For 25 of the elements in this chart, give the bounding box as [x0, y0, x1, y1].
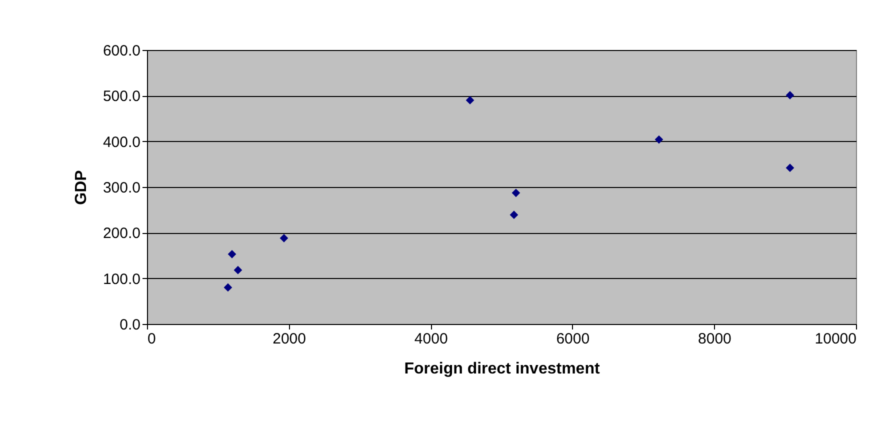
y-tick-label: 400.0: [102, 134, 140, 151]
x-tick-label: 4000: [414, 330, 448, 348]
point: [234, 266, 242, 274]
y-tick-label: 0.0: [120, 316, 140, 334]
point: [224, 283, 232, 292]
point: [786, 91, 794, 100]
x-tick-label: 10000: [814, 330, 856, 348]
point: [786, 164, 794, 172]
point: [228, 250, 236, 258]
x-tick-label: 2000: [272, 330, 306, 348]
point: [512, 188, 520, 198]
y-axis-title: GDP: [72, 170, 90, 205]
y-tick-label: 500.0: [102, 88, 140, 106]
point: [466, 96, 474, 104]
y-tick-label: 200.0: [102, 225, 140, 242]
point: [280, 234, 288, 242]
x-axis-title: Foreign direct investment: [404, 360, 600, 378]
x-tick-label: 6000: [556, 330, 590, 348]
point: [654, 135, 664, 144]
x-tick-label: 0: [148, 330, 156, 348]
y-tick-label: 100.0: [102, 270, 140, 288]
y-tick-label: 600.0: [102, 42, 140, 60]
point: [510, 210, 518, 220]
x-tick-label: 8000: [698, 330, 732, 348]
y-tick-label: 300.0: [102, 180, 140, 196]
